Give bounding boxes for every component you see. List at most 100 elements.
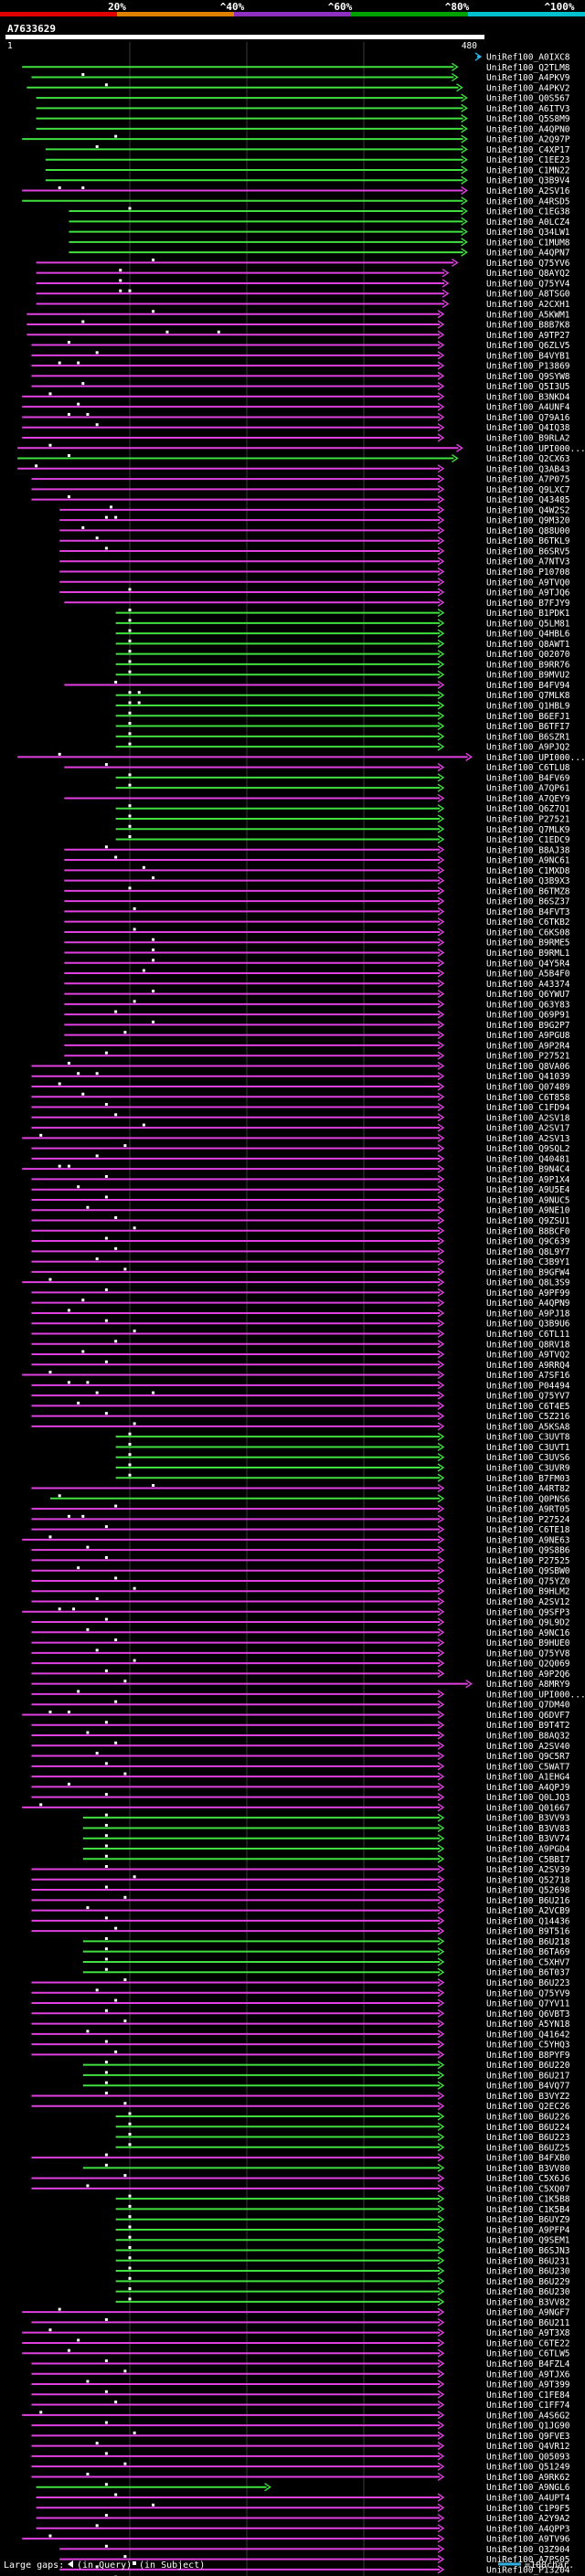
hit-label: UniRef100_C3UVT1 (486, 1443, 570, 1453)
hit-arrow (441, 279, 450, 288)
gap-marker (128, 2276, 132, 2280)
hit-label: UniRef100_B4FXB0 (486, 2154, 570, 2164)
gap-marker (104, 2483, 108, 2486)
hit-arrow (437, 1072, 445, 1081)
gap-marker (128, 629, 132, 632)
hit-label: UniRef100_A9P2R4 (486, 1041, 570, 1051)
hit-arrow (437, 1463, 445, 1472)
hit-arrow (437, 1669, 445, 1678)
gap-marker (128, 2256, 132, 2260)
gap-marker (81, 320, 85, 323)
hit-label: UniRef100_A9PGU8 (486, 1031, 570, 1041)
hit-label: UniRef100_B8B7K8 (486, 321, 570, 331)
gap-marker (128, 814, 132, 818)
hit-label: UniRef100_C1FD94 (486, 1103, 570, 1113)
hit-label: UniRef100_Q0LJQ3 (486, 1793, 570, 1803)
hit-label: UniRef100_Q6YWU7 (486, 990, 570, 1000)
hit-label: UniRef100_Q9LXC7 (486, 485, 570, 495)
hit-label: UniRef100_B6U226 (486, 2113, 570, 2123)
hit-arrow (437, 1885, 445, 1894)
hit-label: UniRef100_Q3B9U6 (486, 1320, 570, 1330)
hit-arrow (437, 2204, 445, 2214)
gap-marker (104, 1813, 108, 1817)
hit-arrow (437, 1257, 445, 1267)
legend-query-gap: (in Query) (77, 2560, 132, 2571)
gap-marker (133, 1659, 136, 1662)
hit-label: UniRef100_Q8VA06 (486, 1062, 570, 1072)
hit-label: UniRef100_A9U5E4 (486, 1185, 570, 1195)
hit-label: UniRef100_B9HUE0 (486, 1638, 570, 1648)
hit-arrow (437, 2462, 445, 2471)
hit-arrow (461, 144, 468, 154)
hit-arrow (437, 1133, 445, 1142)
hit-arrow (461, 207, 468, 216)
gap-marker (128, 1432, 132, 1436)
hit-label: UniRef100_A2SV39 (486, 1865, 570, 1875)
hit-label: UniRef100_A7PS05 (486, 2555, 570, 2565)
gap-marker (95, 1072, 99, 1076)
gap-marker (81, 1350, 85, 1353)
hit-label: UniRef100_B6UZ25 (486, 2143, 570, 2153)
hit-label: UniRef100_Q7YV11 (486, 1999, 570, 2009)
hit-arrow (437, 2297, 445, 2306)
gap-marker (128, 2266, 132, 2270)
hit-label: UniRef100_A1EHG4 (486, 1773, 570, 1783)
hit-arrow (461, 93, 468, 102)
gap-marker (104, 1360, 108, 1363)
hit-arrow (474, 52, 483, 61)
hit-arrow (437, 2390, 445, 2399)
hit-label: UniRef100_P27521 (486, 814, 570, 824)
gap-marker (104, 2153, 108, 2157)
gap-marker (128, 660, 132, 663)
hit-arrow (437, 824, 445, 833)
hit-arrow (437, 351, 445, 360)
hit-label: UniRef100_A9PJQ2 (486, 743, 570, 753)
hit-arrow (437, 1607, 445, 1617)
hit-arrow (437, 320, 445, 329)
hit-arrow (461, 103, 468, 112)
hit-arrow (437, 1947, 445, 1956)
hit-label: UniRef100_A9PF99 (486, 1288, 570, 1299)
hit-arrow (437, 330, 445, 339)
gap-marker (152, 1391, 155, 1394)
hit-arrow (437, 691, 445, 700)
hit-arrow (437, 1092, 445, 1101)
gap-marker (123, 1977, 127, 1981)
hit-arrow (437, 1690, 445, 1699)
gap-marker (95, 2524, 99, 2528)
hit-arrow (437, 505, 445, 514)
hit-label: UniRef100_P13869 (486, 362, 570, 372)
hit-label: UniRef100_A4QPN0 (486, 124, 570, 134)
hit-label: UniRef100_B3NKD4 (486, 392, 570, 402)
hit-label: UniRef100_B6SRV5 (486, 546, 570, 557)
hit-label: UniRef100_Q4Y5R4 (486, 959, 570, 969)
gap-marker (128, 804, 132, 808)
gap-marker (123, 2019, 127, 2023)
hit-label: UniRef100_A9NE63 (486, 1535, 570, 1545)
hit-label: UniRef100_B9RLA2 (486, 433, 570, 443)
hit-arrow (437, 1226, 445, 1235)
gap-marker (123, 2555, 127, 2559)
hit-arrow (437, 1174, 445, 1184)
query-end-label: 480 (462, 41, 477, 51)
hit-label: UniRef100_Q88U00 (486, 526, 570, 536)
hit-arrow (437, 382, 445, 391)
gap-marker (95, 2442, 99, 2445)
hit-arrow (437, 834, 445, 844)
hit-arrow (437, 721, 445, 731)
hit-arrow (437, 2493, 445, 2502)
hit-label: UniRef100_Q75YV6 (486, 259, 570, 269)
gap-marker (104, 1936, 108, 1940)
hit-label: UniRef100_Q5S8M9 (486, 114, 570, 124)
hit-arrow (461, 175, 468, 185)
gap-marker (123, 2369, 127, 2373)
hit-arrow (437, 2194, 445, 2203)
hit-arrow (437, 1576, 445, 1585)
gap-marker (86, 412, 90, 416)
hit-label: UniRef100_Q0S567 (486, 94, 570, 104)
gap-marker (123, 2102, 127, 2105)
hit-arrow (437, 1000, 445, 1009)
hit-arrow (437, 1370, 445, 1380)
gap-marker (217, 330, 220, 334)
gap-marker (104, 2091, 108, 2094)
